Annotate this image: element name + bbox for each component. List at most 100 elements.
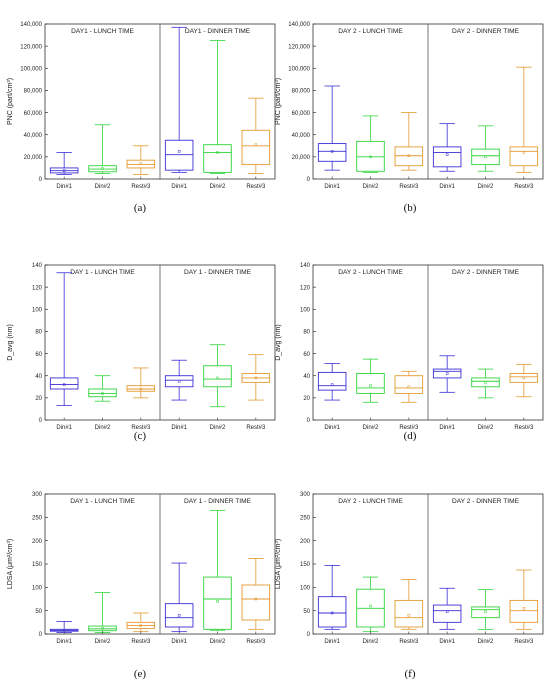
x-tick-label: Din#2 [95, 184, 111, 190]
box-rest3-2 [394, 112, 424, 171]
box-din1-3 [164, 562, 194, 633]
y-tick-label: 60,000 [24, 111, 43, 117]
box-mean-marker [139, 387, 143, 391]
x-tick-label: Din#2 [210, 425, 226, 431]
x-tick-label: Din#1 [324, 184, 340, 190]
box-mean-marker [101, 167, 104, 170]
box-din2-1 [356, 576, 385, 633]
box-iqr [164, 139, 194, 171]
box-mean-marker [445, 610, 449, 613]
panel-e-caption: (e) [133, 668, 147, 680]
chart-panel-2: 0 20 40 60 80 100 120 140 D_avg (nm) DAY 1 - LUNC… [7, 263, 276, 431]
section-title-dinner: DAY1 - DINNER TIME [185, 28, 251, 35]
x-tick-label: Din#2 [95, 639, 111, 645]
x-tick-label: Din#2 [95, 425, 111, 431]
box-iqr [356, 373, 385, 394]
box-din2-4 [471, 368, 500, 399]
x-tick-label: Din#1 [171, 425, 187, 431]
box-iqr [203, 365, 232, 388]
y-tick-label: 250 [32, 516, 43, 522]
x-tick-label: Din#2 [478, 425, 494, 431]
panel-f-caption: (f) [404, 668, 416, 680]
x-tick-label: Rest#3 [514, 639, 534, 645]
box-rest3-5 [509, 66, 539, 173]
section-title-dinner: DAY 1 - DINNER TIME [184, 269, 252, 276]
section-title-dinner: DAY 2 - DINNER TIME [452, 269, 520, 276]
y-tick-label: 140,000 [20, 22, 42, 28]
box-iqr [203, 144, 232, 173]
x-tick-label: Din#1 [439, 425, 455, 431]
y-tick-label: 150 [32, 562, 43, 568]
chart-panel-5: 0 50 100 150 200 250 300 LDSA (μm²/cm³) DAY 2 - … [275, 492, 544, 645]
box-rest3-2 [394, 579, 424, 630]
x-tick-label: Din#1 [171, 184, 187, 190]
x-tick-label: Din#1 [324, 425, 340, 431]
y-tick-label: 50 [35, 609, 42, 615]
x-tick-label: Din#1 [439, 639, 455, 645]
box-iqr [49, 377, 79, 390]
section-title-lunch: DAY 2 - LUNCH TIME [338, 498, 403, 505]
x-tick-label: Din#1 [56, 639, 72, 645]
y-tick-label: 100 [32, 307, 43, 313]
box-iqr [471, 377, 500, 388]
box-iqr [88, 625, 117, 632]
x-tick-label: Rest#3 [514, 184, 534, 190]
box-rest3-2 [126, 367, 156, 399]
box-din1-3 [164, 26, 194, 173]
section-title-lunch: DAY 2 - LUNCH TIME [338, 269, 403, 276]
box-mean-marker [369, 604, 372, 608]
box-iqr [241, 584, 271, 621]
x-tick-label: Rest#3 [399, 639, 419, 645]
box-din1-0 [49, 272, 79, 407]
box-din1-0 [49, 152, 79, 175]
section-title-lunch: DAY 1 - LUNCH TIME [70, 269, 135, 276]
x-tick-label: Din#2 [478, 184, 494, 190]
box-rest3-5 [509, 364, 539, 398]
box-iqr [164, 375, 194, 388]
box-mean-marker [216, 600, 219, 603]
box-mean-marker [330, 150, 334, 153]
box-mean-marker [139, 624, 143, 627]
box-iqr [394, 146, 424, 167]
y-tick-label: 40 [303, 374, 310, 380]
box-iqr [317, 143, 347, 162]
x-tick-label: Rest#3 [131, 639, 151, 645]
y-tick-label: 80 [303, 330, 310, 336]
box-mean-marker [101, 392, 104, 395]
box-mean-marker [407, 154, 411, 157]
x-tick-label: Rest#3 [246, 184, 266, 190]
box-rest3-5 [241, 97, 271, 174]
y-axis-label: LDSA (μm²/cm³) [7, 539, 14, 589]
x-tick-label: Din#1 [324, 639, 340, 645]
y-tick-label: 140,000 [288, 22, 310, 28]
box-din1-0 [49, 621, 79, 633]
box-rest3-2 [126, 145, 156, 175]
box-mean-marker [216, 376, 219, 380]
y-tick-label: 60,000 [292, 111, 311, 117]
box-din1-3 [432, 123, 462, 172]
y-tick-label: 0 [307, 632, 311, 638]
box-din2-1 [88, 592, 117, 633]
box-mean-marker [522, 151, 526, 154]
y-tick-label: 20,000 [24, 155, 43, 161]
box-mean-marker [369, 155, 372, 159]
x-tick-label: Rest#3 [131, 184, 151, 190]
box-rest3-2 [394, 370, 424, 403]
y-tick-label: 120,000 [20, 44, 42, 50]
x-tick-label: Rest#3 [514, 425, 534, 431]
y-tick-label: 300 [32, 492, 43, 498]
x-tick-label: Rest#3 [246, 425, 266, 431]
box-mean-marker [522, 376, 526, 380]
y-tick-label: 20 [35, 396, 42, 402]
box-mean-marker [62, 629, 66, 632]
x-tick-label: Rest#3 [399, 184, 419, 190]
box-mean-marker [445, 153, 449, 156]
box-din1-3 [432, 355, 462, 393]
box-iqr [509, 599, 539, 623]
y-tick-label: 80 [35, 330, 42, 336]
x-tick-label: Din#2 [363, 425, 379, 431]
chart-panel-1: 0 20,000 40,000 60,000 80,000 100,000 120,000 1… [275, 22, 544, 190]
y-tick-label: 0 [307, 177, 311, 183]
box-iqr [317, 371, 347, 391]
y-tick-label: 300 [300, 492, 311, 498]
